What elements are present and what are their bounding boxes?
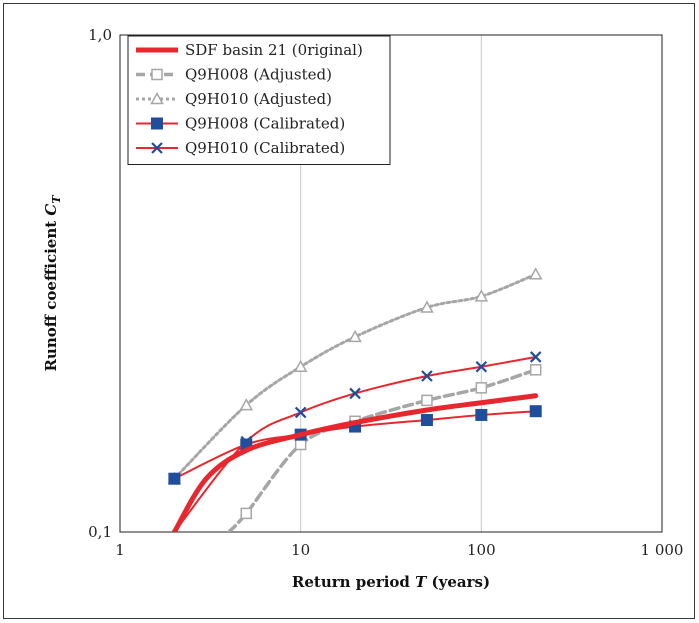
series-2: [167, 267, 543, 484]
series-1-point-marker: [421, 394, 433, 407]
series-4-point-marker: [475, 361, 488, 373]
plot-area: [119, 34, 663, 533]
x-axis-title-main: Return period: [292, 573, 415, 591]
legend: SDF basin 21 (0riginal) Q9H008 (Adjusted)…: [127, 35, 391, 165]
legend-label-1: Q9H008 (Adjusted): [185, 66, 332, 84]
legend-1-marker: [151, 68, 163, 81]
series-3-point-marker: [168, 472, 181, 485]
series-layer: [167, 267, 543, 532]
series-4-point-marker: [421, 370, 433, 382]
x-axis-title: Return period T (years): [292, 573, 490, 591]
x-tick-label: 1: [115, 541, 125, 559]
y-tick-label: 0,1: [88, 523, 112, 541]
series-1-line: [227, 368, 538, 532]
series-0-line: [171, 393, 539, 532]
series-1-point-marker: [475, 382, 488, 394]
x-tick-label: 10: [291, 541, 310, 559]
tick-labels: 1 10 100 1 000 0,1 1,0: [88, 26, 683, 559]
x-tick-label: 100: [467, 541, 496, 559]
series-4-point-marker: [529, 351, 542, 363]
series-4: [173, 351, 542, 532]
series-1-point-marker: [240, 507, 253, 520]
series-3-point-marker: [420, 414, 433, 427]
series-1-point-marker: [294, 438, 307, 451]
y-axis-title-main: Runoff coefficient: [42, 216, 60, 372]
y-axis-title-sub: T: [50, 195, 63, 204]
legend-label-4: Q9H010 (Calibrated): [185, 139, 345, 157]
legend-box: [127, 35, 391, 165]
series-2-point-marker: [239, 398, 254, 411]
series-4-point-marker: [240, 435, 253, 448]
y-tick-label: 1,0: [88, 26, 112, 44]
legend-4-marker: [151, 142, 163, 154]
series-2-point-marker: [474, 289, 489, 302]
series-4-point-marker: [349, 387, 361, 400]
x-tick-label: 1 000: [641, 541, 684, 559]
series-3-point-marker: [529, 405, 542, 418]
series-0: [171, 393, 539, 532]
series-2-point-marker: [293, 359, 308, 373]
series-2-point-marker: [528, 267, 543, 280]
series-3-point-marker: [475, 408, 488, 421]
legend-label-3: Q9H008 (Calibrated): [185, 115, 345, 133]
series-4-point-marker: [294, 406, 307, 419]
series-1-point-marker: [529, 364, 542, 376]
series-2-point-marker: [348, 329, 362, 343]
y-axis-title-var: C: [42, 204, 60, 216]
legend-2-marker: [150, 91, 164, 105]
series-2-point-marker: [420, 300, 434, 313]
x-axis-title-unit: (years): [426, 573, 490, 591]
legend-label-2: Q9H010 (Adjusted): [185, 90, 332, 108]
y-axis-title: Runoff coefficient CT: [42, 195, 63, 372]
x-axis-title-var: T: [415, 573, 428, 591]
series-1: [227, 364, 542, 532]
legend-label-0: SDF basin 21 (0riginal): [185, 41, 363, 59]
legend-3-marker: [151, 117, 163, 130]
